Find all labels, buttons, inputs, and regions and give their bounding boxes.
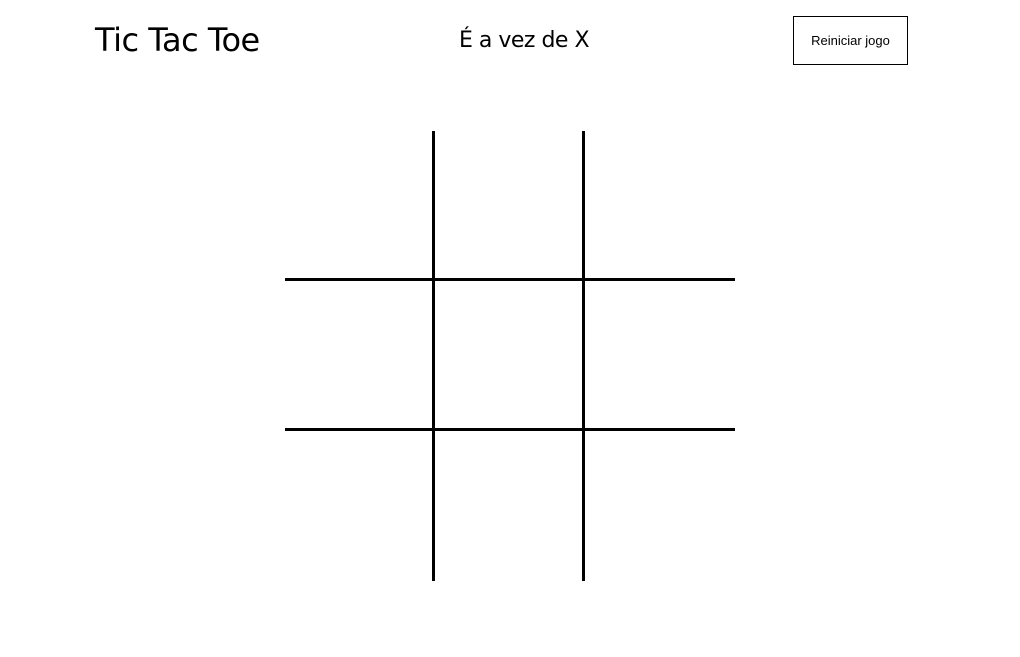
board-cell-2[interactable] <box>435 131 585 281</box>
game-title: Tic Tac Toe <box>95 21 260 59</box>
board-cell-7[interactable] <box>285 431 435 581</box>
board-cell-5[interactable] <box>435 281 585 431</box>
turn-status: É a vez de X <box>459 28 590 53</box>
board-cell-6[interactable] <box>585 281 735 431</box>
restart-game-button[interactable]: Reiniciar jogo <box>793 16 908 65</box>
board-cell-3[interactable] <box>585 131 735 281</box>
board-cell-9[interactable] <box>585 431 735 581</box>
game-board <box>285 131 735 581</box>
board-cell-4[interactable] <box>285 281 435 431</box>
board-cell-8[interactable] <box>435 431 585 581</box>
board-cell-1[interactable] <box>285 131 435 281</box>
